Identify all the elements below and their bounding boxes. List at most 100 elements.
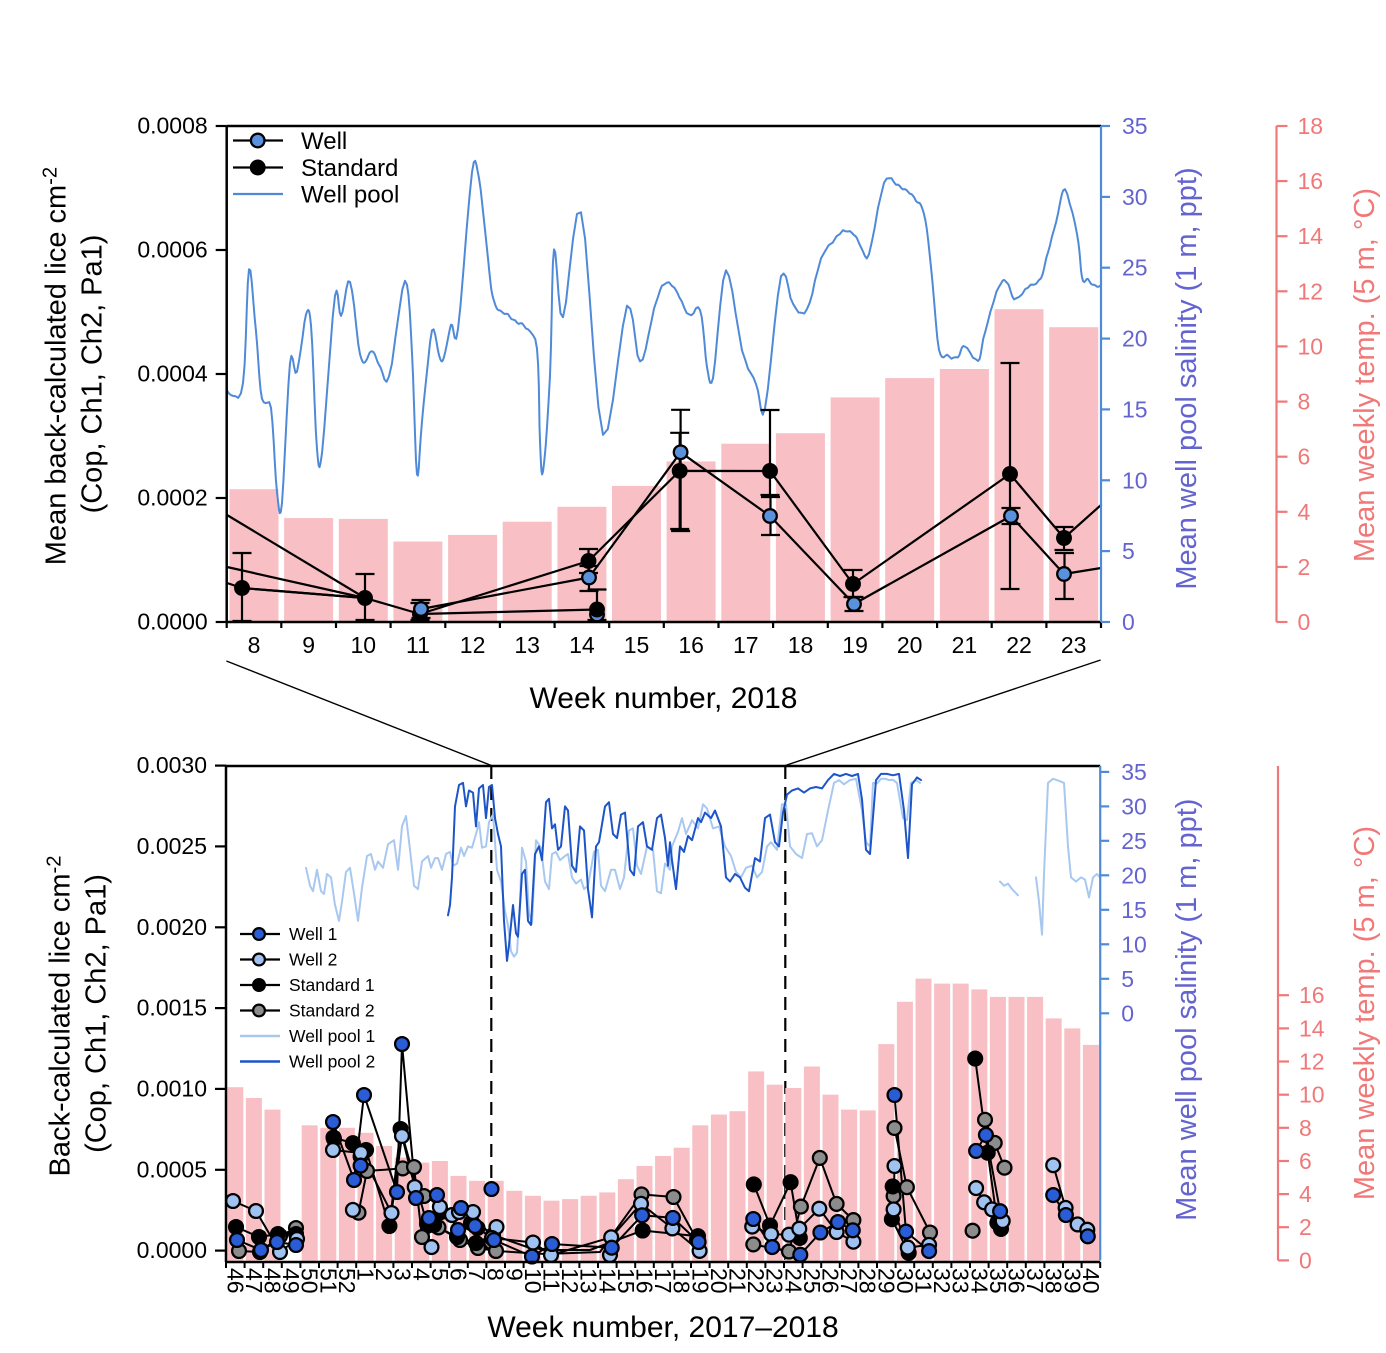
svg-text:51: 51 bbox=[315, 1268, 341, 1294]
svg-text:Well pool 2: Well pool 2 bbox=[289, 1052, 375, 1072]
svg-text:2: 2 bbox=[1299, 1214, 1312, 1240]
svg-text:17: 17 bbox=[733, 632, 759, 658]
svg-text:38: 38 bbox=[1041, 1268, 1067, 1294]
svg-text:35: 35 bbox=[1122, 113, 1148, 139]
svg-text:0: 0 bbox=[1122, 609, 1135, 635]
svg-text:Mean back-calculated lice cm-2: Mean back-calculated lice cm-2 bbox=[40, 167, 73, 565]
svg-text:14: 14 bbox=[594, 1268, 620, 1294]
svg-text:22: 22 bbox=[1006, 632, 1032, 658]
svg-text:35: 35 bbox=[985, 1268, 1011, 1294]
svg-text:30: 30 bbox=[1121, 793, 1147, 819]
svg-text:26: 26 bbox=[818, 1268, 844, 1294]
svg-text:19: 19 bbox=[687, 1268, 713, 1294]
svg-text:30: 30 bbox=[1122, 184, 1148, 210]
svg-text:27: 27 bbox=[836, 1268, 862, 1294]
svg-text:Standard: Standard bbox=[301, 155, 398, 182]
svg-text:0.0025: 0.0025 bbox=[137, 833, 207, 859]
svg-text:2: 2 bbox=[1298, 554, 1311, 580]
svg-text:18: 18 bbox=[1298, 113, 1324, 139]
svg-text:16: 16 bbox=[1298, 168, 1324, 194]
svg-text:0: 0 bbox=[1298, 609, 1311, 635]
svg-text:15: 15 bbox=[1121, 897, 1147, 923]
svg-text:Well pool 1: Well pool 1 bbox=[289, 1026, 375, 1046]
svg-text:14: 14 bbox=[1298, 223, 1324, 249]
svg-text:6: 6 bbox=[446, 1268, 472, 1281]
svg-text:10: 10 bbox=[1122, 467, 1148, 493]
svg-text:(Cop, Ch1, Ch2, Pa1): (Cop, Ch1, Ch2, Pa1) bbox=[81, 874, 113, 1153]
svg-text:40: 40 bbox=[1078, 1268, 1104, 1294]
svg-text:11: 11 bbox=[539, 1268, 565, 1292]
svg-text:6: 6 bbox=[1298, 444, 1311, 470]
svg-text:15: 15 bbox=[1122, 396, 1148, 422]
svg-text:16: 16 bbox=[1299, 982, 1325, 1008]
svg-text:4: 4 bbox=[1298, 499, 1311, 525]
svg-text:10: 10 bbox=[1299, 1082, 1325, 1108]
svg-text:Well: Well bbox=[301, 128, 347, 155]
svg-text:37: 37 bbox=[1022, 1268, 1048, 1294]
svg-text:0.0015: 0.0015 bbox=[137, 995, 207, 1021]
svg-text:Mean well pool salinity (1 m,: Mean well pool salinity (1 m, ppt) bbox=[1171, 799, 1203, 1221]
svg-text:Well 1: Well 1 bbox=[289, 924, 337, 944]
svg-text:8: 8 bbox=[483, 1268, 509, 1281]
svg-text:36: 36 bbox=[1004, 1268, 1030, 1294]
svg-text:21: 21 bbox=[725, 1268, 751, 1294]
svg-text:33: 33 bbox=[948, 1268, 974, 1294]
svg-text:17: 17 bbox=[650, 1268, 676, 1294]
svg-text:0.0006: 0.0006 bbox=[137, 237, 207, 263]
svg-text:Mean well pool salinity (1 m,: Mean well pool salinity (1 m, ppt) bbox=[1171, 167, 1203, 589]
svg-text:10: 10 bbox=[351, 632, 377, 658]
svg-text:19: 19 bbox=[842, 632, 868, 658]
svg-text:24: 24 bbox=[780, 1268, 806, 1294]
svg-text:20: 20 bbox=[706, 1268, 732, 1294]
svg-text:10: 10 bbox=[1121, 931, 1147, 957]
svg-text:15: 15 bbox=[624, 632, 650, 658]
svg-text:Standard 1: Standard 1 bbox=[289, 975, 375, 995]
svg-text:22: 22 bbox=[743, 1268, 769, 1294]
svg-text:18: 18 bbox=[669, 1268, 695, 1294]
svg-text:20: 20 bbox=[1122, 326, 1148, 352]
svg-text:2: 2 bbox=[371, 1268, 397, 1281]
svg-text:0: 0 bbox=[1121, 1000, 1134, 1026]
svg-text:7: 7 bbox=[464, 1268, 490, 1281]
svg-text:21: 21 bbox=[952, 632, 978, 658]
svg-text:0.0030: 0.0030 bbox=[137, 752, 207, 778]
svg-text:29: 29 bbox=[873, 1268, 899, 1294]
svg-text:35: 35 bbox=[1121, 759, 1147, 785]
svg-text:15: 15 bbox=[613, 1268, 639, 1294]
svg-text:Week number, 2017–2018: Week number, 2017–2018 bbox=[487, 1311, 838, 1344]
svg-text:30: 30 bbox=[892, 1268, 918, 1294]
svg-text:12: 12 bbox=[460, 632, 486, 658]
svg-text:Week number, 2018: Week number, 2018 bbox=[530, 682, 798, 715]
svg-text:13: 13 bbox=[576, 1268, 602, 1294]
svg-text:39: 39 bbox=[1059, 1268, 1085, 1294]
svg-text:13: 13 bbox=[514, 632, 540, 658]
svg-text:0.0020: 0.0020 bbox=[137, 914, 207, 940]
svg-text:20: 20 bbox=[1121, 862, 1147, 888]
svg-text:23: 23 bbox=[1061, 632, 1087, 658]
svg-text:12: 12 bbox=[1299, 1049, 1325, 1075]
svg-text:14: 14 bbox=[1299, 1015, 1325, 1041]
svg-text:49: 49 bbox=[278, 1268, 304, 1294]
svg-text:16: 16 bbox=[632, 1268, 658, 1294]
svg-text:10: 10 bbox=[1298, 333, 1324, 359]
svg-text:11: 11 bbox=[406, 632, 430, 658]
svg-text:5: 5 bbox=[1121, 966, 1134, 992]
svg-text:0.0002: 0.0002 bbox=[137, 485, 207, 511]
svg-text:9: 9 bbox=[302, 632, 315, 658]
svg-text:Well pool: Well pool bbox=[301, 182, 399, 209]
svg-text:0.0005: 0.0005 bbox=[137, 1156, 207, 1182]
svg-text:12: 12 bbox=[1298, 278, 1324, 304]
svg-text:47: 47 bbox=[241, 1268, 267, 1294]
svg-text:8: 8 bbox=[1298, 389, 1311, 415]
svg-text:4: 4 bbox=[408, 1268, 434, 1281]
svg-text:50: 50 bbox=[297, 1268, 323, 1294]
svg-text:14: 14 bbox=[569, 632, 595, 658]
svg-text:46: 46 bbox=[222, 1268, 248, 1294]
svg-text:32: 32 bbox=[929, 1268, 955, 1294]
svg-text:5: 5 bbox=[427, 1268, 453, 1281]
svg-text:0.0010: 0.0010 bbox=[137, 1075, 207, 1101]
svg-text:8: 8 bbox=[1299, 1115, 1312, 1141]
svg-text:6: 6 bbox=[1299, 1148, 1312, 1174]
svg-text:0: 0 bbox=[1299, 1247, 1312, 1273]
svg-text:3: 3 bbox=[390, 1268, 416, 1281]
